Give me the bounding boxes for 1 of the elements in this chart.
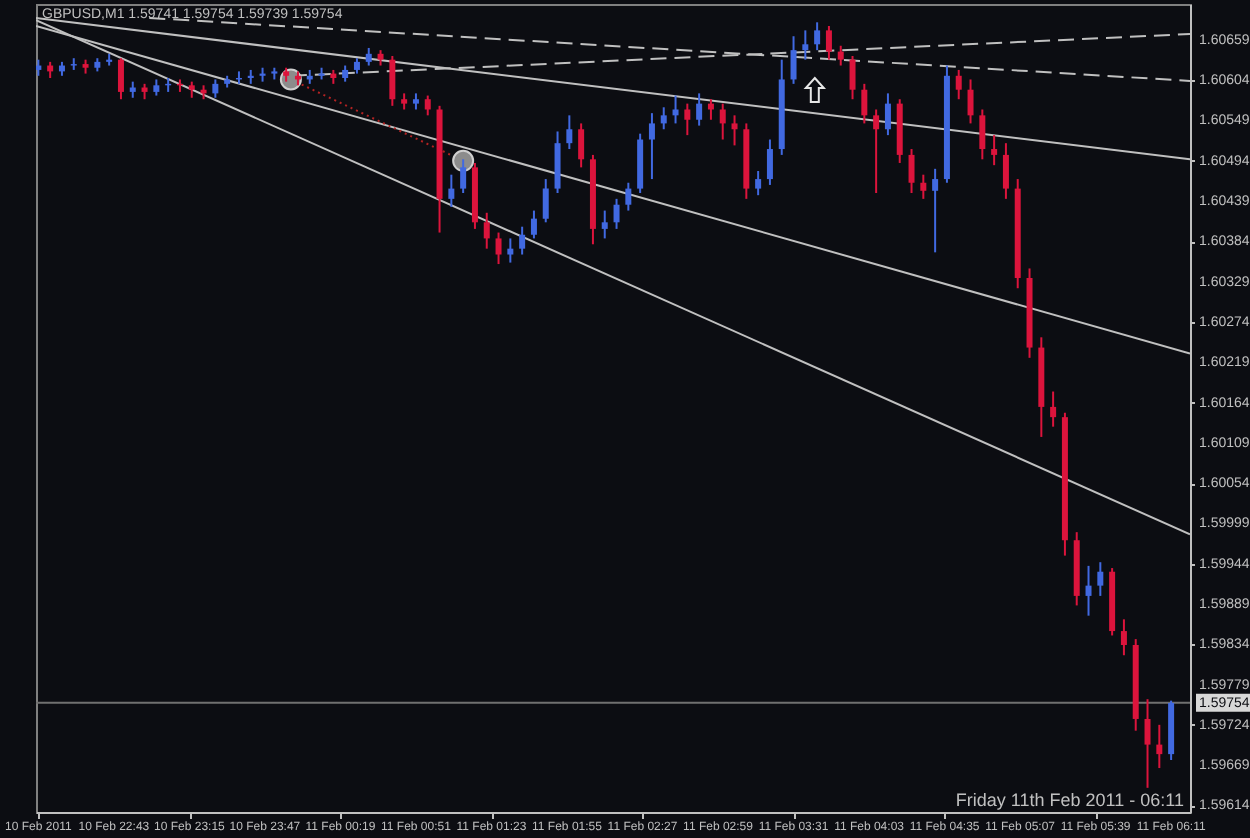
annotation: Friday 11th Feb 2011 - 06:11 (955, 790, 1184, 810)
